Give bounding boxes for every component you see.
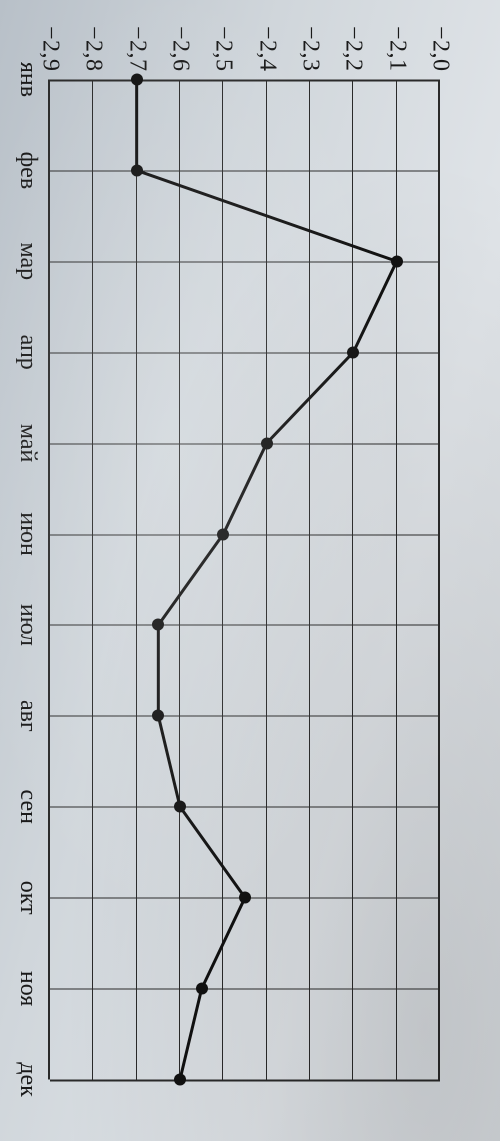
y-tick-label: −2,3 — [297, 2, 324, 72]
x-tick-label: мар — [14, 242, 41, 280]
data-point — [217, 528, 229, 540]
data-point — [131, 74, 143, 86]
data-point — [152, 619, 164, 631]
paper-surface: −2,0−2,1−2,2−2,3−2,4−2,5−2,6−2,7−2,8−2,9… — [0, 0, 500, 1141]
data-point — [196, 983, 208, 995]
x-tick-label: июн — [14, 512, 41, 556]
x-tick-label: июл — [14, 604, 41, 646]
data-point — [174, 801, 186, 813]
screenshot-stage: −2,0−2,1−2,2−2,3−2,4−2,5−2,6−2,7−2,8−2,9… — [0, 0, 500, 1141]
x-tick-label: авг — [14, 700, 41, 732]
y-tick-label: −2,8 — [80, 2, 107, 72]
x-tick-label: май — [14, 424, 41, 463]
x-tick-label: апр — [14, 335, 41, 370]
data-point — [347, 346, 359, 358]
x-tick-label: сен — [14, 790, 41, 824]
rotated-paper: −2,0−2,1−2,2−2,3−2,4−2,5−2,6−2,7−2,8−2,9… — [0, 0, 500, 1141]
data-point — [239, 892, 251, 904]
data-point — [174, 1074, 186, 1086]
x-tick-label: ноя — [14, 971, 41, 1006]
y-tick-label: −2,4 — [253, 2, 280, 72]
y-tick-label: −2,1 — [383, 2, 410, 72]
data-point — [261, 437, 273, 449]
data-point — [131, 164, 143, 176]
data-point — [391, 255, 403, 267]
y-tick-label: −2,7 — [123, 2, 150, 72]
y-tick-label: −2,0 — [427, 2, 454, 72]
data-point — [152, 710, 164, 722]
y-tick-label: −2,2 — [340, 2, 367, 72]
x-tick-label: янв — [14, 62, 41, 97]
series-polyline — [50, 80, 440, 1080]
chart-area: −2,0−2,1−2,2−2,3−2,4−2,5−2,6−2,7−2,8−2,9… — [50, 80, 440, 1080]
x-tick-label: дек — [14, 1062, 41, 1097]
x-tick-label: окт — [14, 881, 41, 915]
x-tick-label: фев — [14, 152, 41, 190]
y-tick-label: −2,5 — [210, 2, 237, 72]
y-tick-label: −2,6 — [167, 2, 194, 72]
gridline-vertical — [50, 1080, 440, 1082]
